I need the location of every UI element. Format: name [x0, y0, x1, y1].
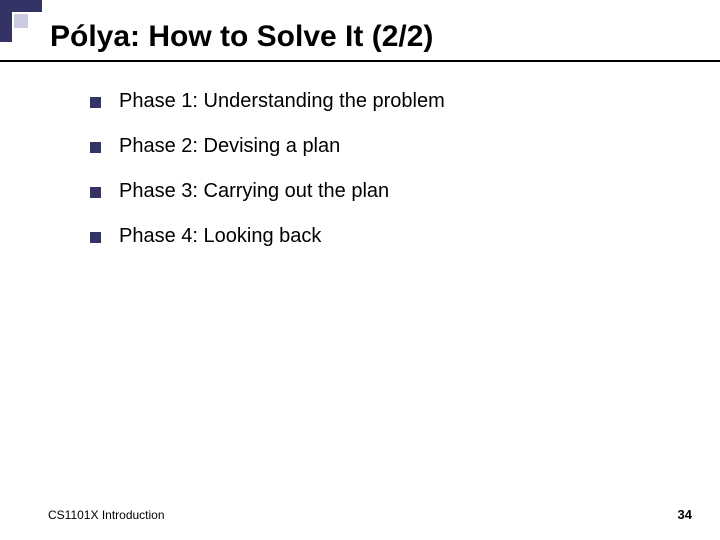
bullet-item: Phase 2: Devising a plan: [90, 135, 680, 158]
bullet-item: Phase 1: Understanding the problem: [90, 90, 680, 113]
bullet-marker-icon: [90, 97, 101, 108]
bullet-marker-icon: [90, 142, 101, 153]
bullet-item: Phase 3: Carrying out the plan: [90, 180, 680, 203]
bullet-marker-icon: [90, 187, 101, 198]
footer-course-label: CS1101X Introduction: [48, 508, 165, 522]
title-underline: [0, 60, 720, 62]
corner-decoration: [0, 0, 42, 42]
content-area: Phase 1: Understanding the problem Phase…: [90, 90, 680, 270]
bullet-text: Phase 4: Looking back: [119, 225, 321, 248]
bullet-item: Phase 4: Looking back: [90, 225, 680, 248]
footer-page-number: 34: [678, 507, 692, 522]
corner-inner-square: [14, 14, 28, 28]
bullet-text: Phase 2: Devising a plan: [119, 135, 340, 158]
bullet-marker-icon: [90, 232, 101, 243]
slide-title: Pólya: How to Solve It (2/2): [50, 20, 433, 54]
bullet-text: Phase 3: Carrying out the plan: [119, 180, 389, 203]
bullet-text: Phase 1: Understanding the problem: [119, 90, 445, 113]
corner-left-bar: [0, 0, 12, 42]
